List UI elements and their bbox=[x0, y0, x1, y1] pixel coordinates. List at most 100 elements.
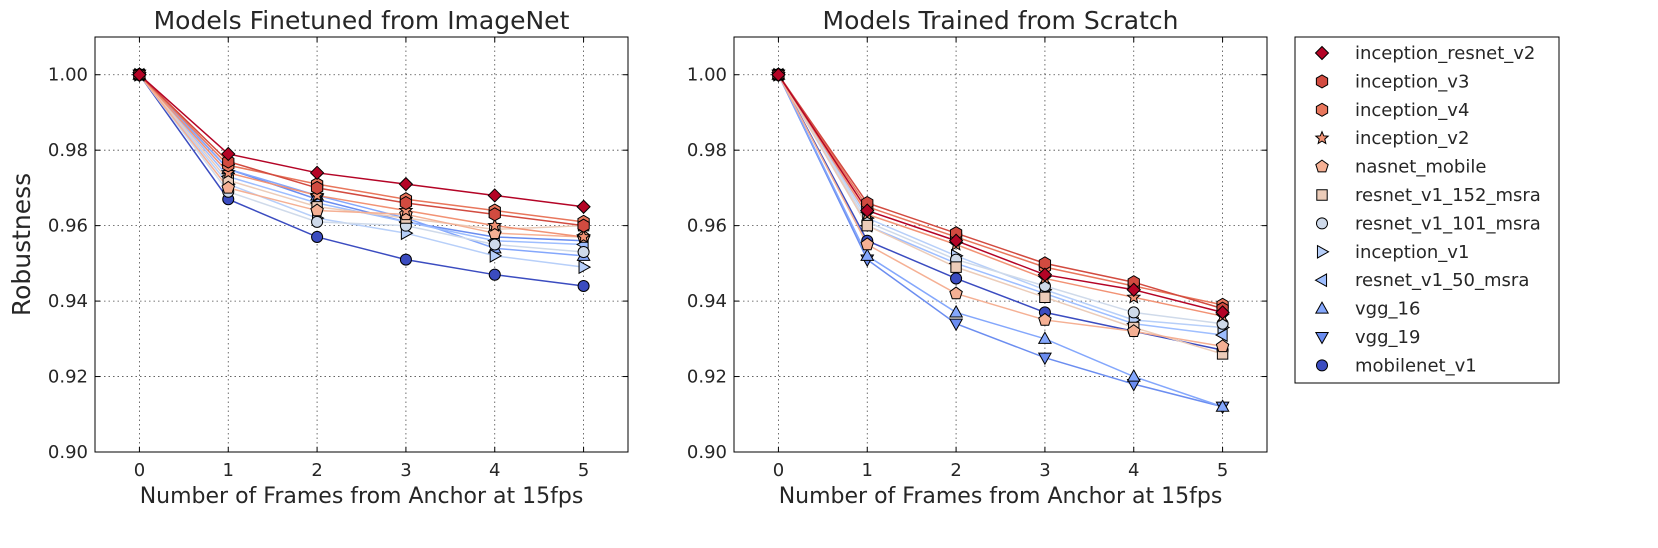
x-tick-label: 4 bbox=[1128, 460, 1139, 481]
data-point-nasnet_mobile bbox=[310, 203, 324, 217]
x-axis-label: Number of Frames from Anchor at 15fps bbox=[779, 484, 1223, 509]
data-point-mobilenet_v1 bbox=[577, 279, 590, 293]
data-point-mobilenet_v1 bbox=[399, 253, 412, 266]
legend-marker-vgg_16 bbox=[1314, 301, 1330, 314]
legend-marker-resnet_v1_50_msra bbox=[1314, 273, 1328, 288]
data-point-inception_resnet_v2 bbox=[398, 176, 414, 192]
data-point-inception_resnet_v2 bbox=[132, 67, 147, 82]
y-tick-label: 1.00 bbox=[48, 65, 88, 86]
data-point-vgg_19 bbox=[1037, 352, 1052, 366]
grid-lines bbox=[734, 37, 1267, 453]
y-tick-label: 0.90 bbox=[48, 442, 88, 463]
data-point-inception_resnet_v2 bbox=[860, 203, 875, 218]
data-point-inception_resnet_v2 bbox=[221, 146, 236, 162]
data-point-vgg_16 bbox=[860, 248, 875, 261]
x-tick-label: 0 bbox=[134, 460, 145, 481]
data-point-vgg_19 bbox=[949, 318, 964, 332]
legend-marker-resnet_v1_152_msra bbox=[1316, 189, 1328, 201]
legend-label: inception_v3 bbox=[1355, 71, 1469, 92]
data-point-nasnet_mobile bbox=[1215, 339, 1230, 353]
data-point-resnet_v1_152_msra bbox=[1039, 291, 1051, 304]
legend-marker-resnet_v1_101_msra bbox=[1315, 217, 1329, 230]
y-tick-label: 0.94 bbox=[687, 291, 727, 312]
data-point-inception_v3 bbox=[488, 207, 501, 222]
legend-label: inception_resnet_v2 bbox=[1355, 43, 1535, 64]
legend-marker-inception_v1 bbox=[1316, 244, 1330, 259]
x-tick-label: 0 bbox=[773, 460, 784, 481]
data-point-resnet_v1_152_msra bbox=[950, 261, 962, 273]
y-tick-label: 0.98 bbox=[687, 140, 727, 161]
data-point-resnet_v1_101_msra bbox=[488, 238, 501, 251]
y-tick-label: 0.98 bbox=[48, 140, 88, 161]
legend-label: mobilenet_v1 bbox=[1355, 355, 1477, 376]
series-line-inception_v2 bbox=[138, 74, 584, 238]
grid-lines bbox=[95, 37, 628, 453]
legend-marker-inception_v2 bbox=[1314, 130, 1330, 145]
legend-label: vgg_19 bbox=[1355, 327, 1420, 348]
series-layer bbox=[131, 66, 592, 293]
plot-frame bbox=[94, 36, 629, 453]
x-tick-label: 1 bbox=[862, 460, 873, 481]
x-tick-label: 5 bbox=[578, 460, 589, 481]
x-tick-label: 5 bbox=[1217, 460, 1228, 481]
data-point-inception_resnet_v2 bbox=[576, 199, 591, 214]
data-point-inception_resnet_v2 bbox=[487, 188, 502, 203]
data-point-vgg_16 bbox=[949, 304, 964, 318]
series-line-resnet_v1_101_msra bbox=[138, 74, 584, 253]
series-line-vgg_16 bbox=[777, 74, 1223, 408]
legend-marker-mobilenet_v1 bbox=[1315, 359, 1329, 372]
series-line-resnet_v1_101_msra bbox=[777, 74, 1223, 325]
data-point-vgg_16 bbox=[1037, 331, 1052, 344]
legend-box bbox=[1294, 36, 1560, 384]
legend-marker-inception_v3 bbox=[1315, 74, 1329, 89]
x-tick-label: 4 bbox=[489, 460, 500, 481]
y-tick-label: 1.00 bbox=[687, 65, 727, 86]
legend-label: nasnet_mobile bbox=[1355, 157, 1486, 178]
series-line-resnet_v1_152_msra bbox=[777, 74, 1223, 355]
series-line-inception_v3 bbox=[777, 74, 1223, 310]
data-point-vgg_16 bbox=[1126, 369, 1141, 382]
series-line-inception_v4 bbox=[138, 74, 584, 223]
data-point-nasnet_mobile bbox=[1038, 312, 1052, 326]
series-line-mobilenet_v1 bbox=[138, 74, 584, 287]
y-tick-label: 0.92 bbox=[687, 367, 727, 388]
chart-panel-scratch: 0 1 2 3 4 5 0.90 0.92 0.94 0.96 0.98 1.00 Models Tra… bbox=[687, 6, 1268, 509]
legend-marker-inception_resnet_v2 bbox=[1314, 45, 1330, 61]
data-point-inception_v3 bbox=[399, 195, 413, 211]
data-point-inception_resnet_v2 bbox=[1126, 282, 1141, 297]
data-point-resnet_v1_101_msra bbox=[1127, 306, 1140, 319]
chart-title: Models Trained from Scratch bbox=[823, 6, 1179, 35]
data-point-resnet_v1_101_msra bbox=[311, 215, 324, 228]
legend-label: resnet_v1_50_msra bbox=[1355, 270, 1529, 291]
data-point-mobilenet_v1 bbox=[311, 230, 324, 243]
series-line-nasnet_mobile bbox=[138, 74, 584, 238]
y-tick-label: 0.92 bbox=[48, 367, 88, 388]
legend: inception_resnet_v2 inception_v3 inception… bbox=[1294, 36, 1560, 384]
x-tick-label: 3 bbox=[1039, 460, 1050, 481]
data-point-inception_v3 bbox=[310, 180, 324, 195]
series-line-nasnet_mobile bbox=[777, 74, 1223, 348]
legend-label: inception_v2 bbox=[1355, 128, 1469, 149]
data-point-inception_resnet_v2 bbox=[771, 67, 786, 82]
x-tick-label: 3 bbox=[400, 460, 411, 481]
series-line-vgg_19 bbox=[777, 74, 1223, 408]
y-tick-label: 0.94 bbox=[48, 291, 88, 312]
y-tick-label: 0.96 bbox=[48, 216, 88, 237]
y-tick-label: 0.90 bbox=[687, 442, 727, 463]
series-line-vgg_16 bbox=[138, 74, 584, 257]
series-layer bbox=[770, 66, 1231, 415]
y-tick-label: 0.96 bbox=[687, 216, 727, 237]
legend-marker-inception_v4 bbox=[1315, 102, 1329, 117]
chart-panel-finetuned: 0 1 2 3 4 5 0.90 0.92 0.94 0.96 0.98 1.00 Models Fin… bbox=[7, 6, 629, 509]
legend-label: resnet_v1_152_msra bbox=[1355, 185, 1541, 206]
data-point-inception_v2 bbox=[487, 217, 503, 232]
legend-marker-vgg_19 bbox=[1314, 331, 1330, 345]
series-line-inception_resnet_v2 bbox=[777, 74, 1223, 314]
data-point-vgg_16 bbox=[1215, 399, 1230, 412]
data-point-resnet_v1_152_msra bbox=[861, 219, 873, 232]
data-point-inception_resnet_v2 bbox=[1215, 305, 1230, 320]
data-point-inception_v3 bbox=[577, 218, 590, 233]
legend-label: inception_v1 bbox=[1355, 242, 1469, 263]
data-point-inception_resnet_v2 bbox=[1037, 267, 1053, 282]
